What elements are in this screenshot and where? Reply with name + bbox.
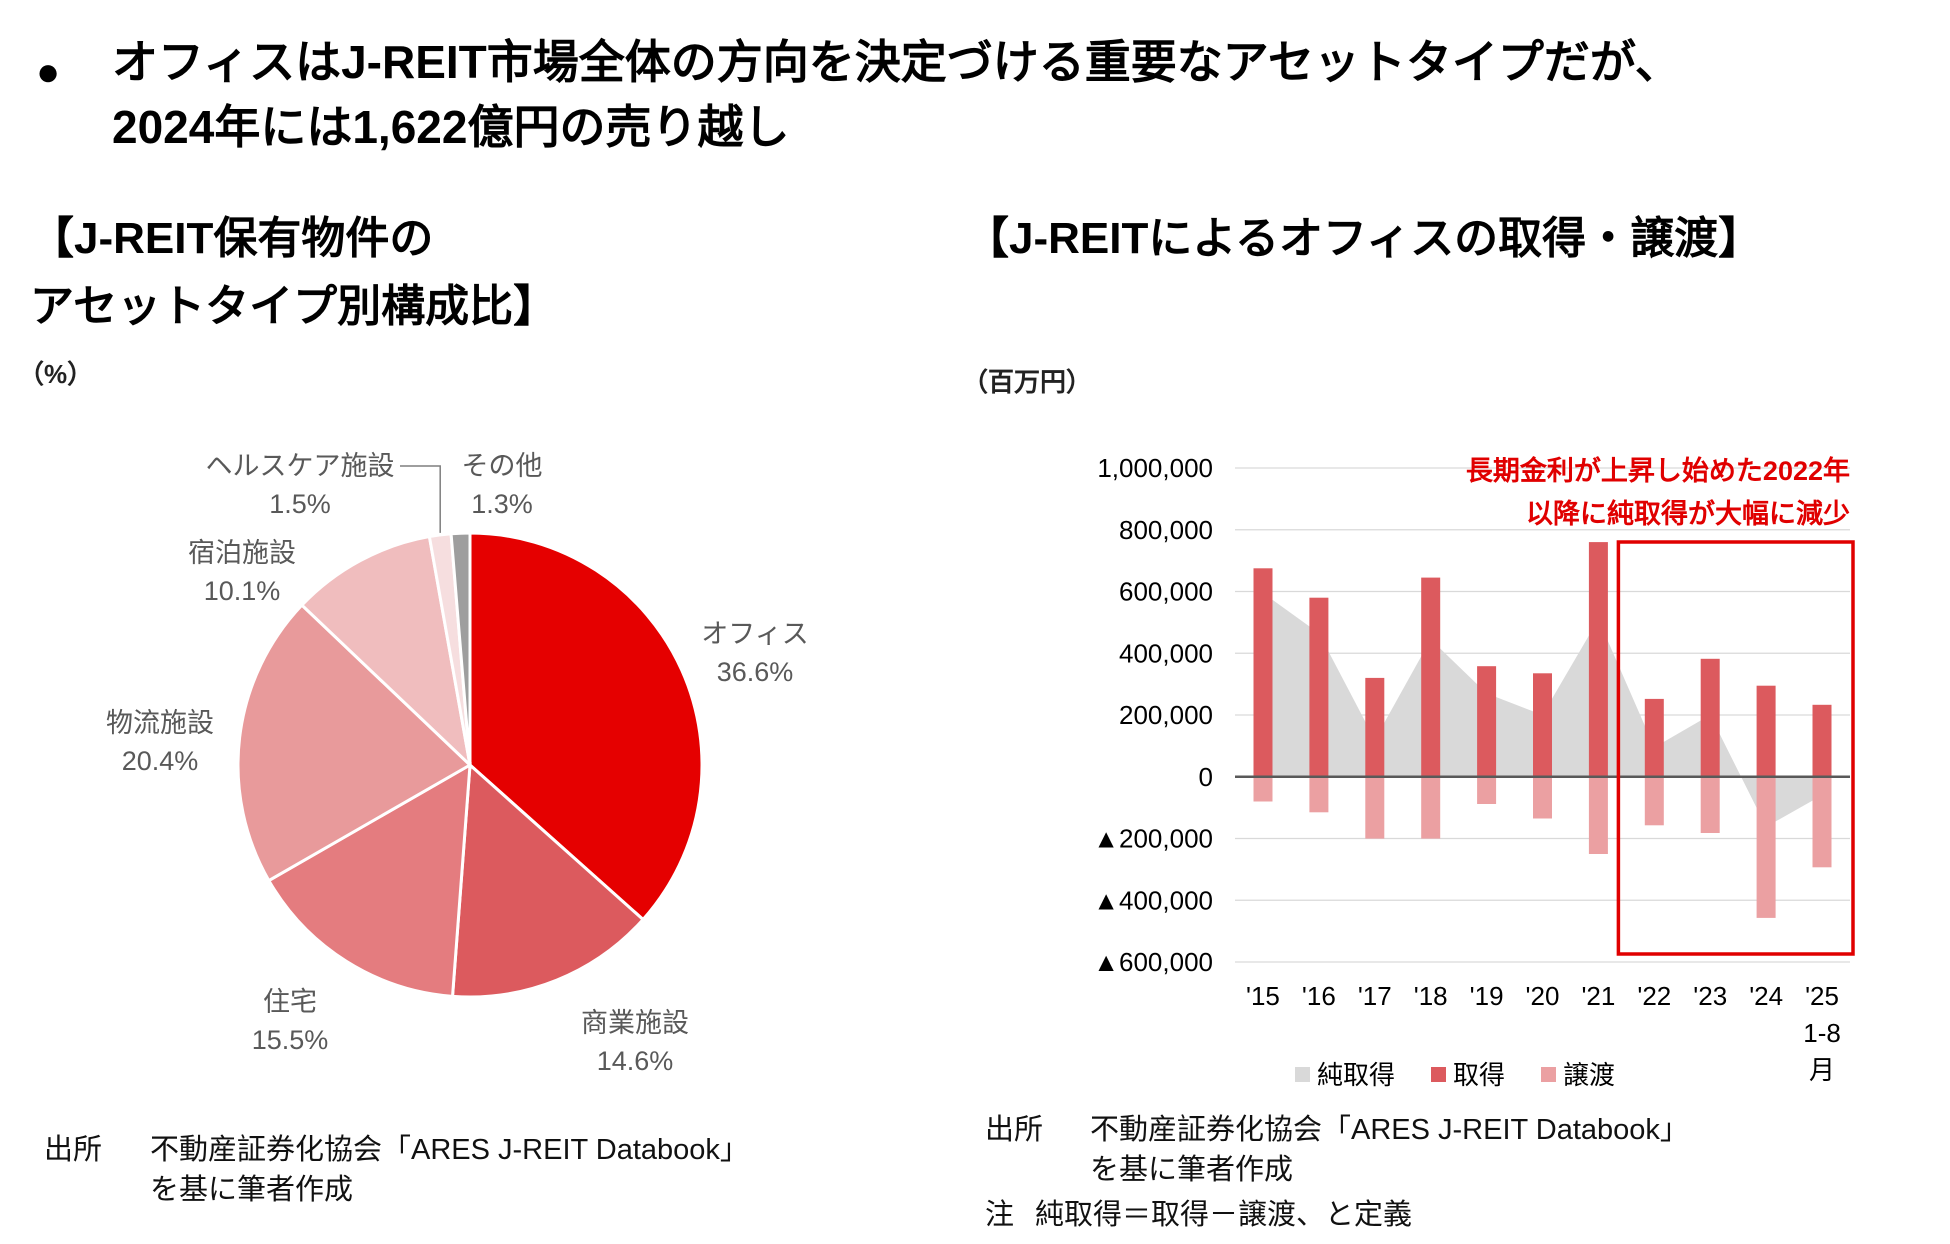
bar-chart-title: 【J-REITによるオフィスの取得・譲渡】 <box>965 214 1763 263</box>
pie-slice-label: 商業施設 <box>581 1008 689 1038</box>
x-tick-label: '22 <box>1637 981 1671 1011</box>
acquisition-bar <box>1365 677 1385 777</box>
x-tick-sublabel: 1-8 <box>1803 1018 1841 1048</box>
acquisition-bar <box>1421 577 1441 777</box>
y-tick-label: ▲600,000 <box>1093 947 1213 977</box>
highlight-box <box>1616 540 1855 956</box>
acquisition-bar <box>1253 568 1273 777</box>
pie-slice <box>266 762 472 998</box>
net-acquisition-area <box>1263 593 1822 827</box>
x-tick-label: '16 <box>1302 981 1336 1011</box>
headline-line-1: オフィスはJ-REIT市場全体の方向を決定づける重要なアセットタイプだが、 <box>112 36 1681 88</box>
pie-chart-unit: （%） <box>18 359 94 389</box>
pie-source-line-1: 不動産証券化協会「ARES J-REIT Databook」 <box>150 1134 749 1166</box>
legend-swatch <box>1295 1067 1310 1082</box>
bullet-icon: ● <box>36 50 61 94</box>
bar-source-label: 出所 <box>985 1114 1044 1146</box>
bar-chart-unit: （百万円） <box>962 367 1093 397</box>
disposal-bar <box>1253 776 1273 802</box>
pie-slice-value: 10.1% <box>204 576 281 606</box>
disposal-bar <box>1812 776 1832 868</box>
disposal-bar <box>1756 776 1776 918</box>
pie-slice-label: オフィス <box>701 619 808 649</box>
pie-slice-value: 20.4% <box>122 746 199 776</box>
x-tick-label: '18 <box>1414 981 1448 1011</box>
disposal-bar <box>1533 776 1552 819</box>
pie-chart-title-line-1: 【J-REIT保有物件の <box>30 214 434 263</box>
pie-slice <box>236 603 473 883</box>
pie-source-line-2: を基に筆者作成 <box>150 1174 354 1206</box>
y-tick-label: 1,000,000 <box>1097 453 1213 483</box>
pie-slice-label: ヘルスケア施設 <box>206 451 395 481</box>
x-tick-sublabel: 月 <box>1809 1055 1835 1085</box>
acquisition-bar <box>1756 685 1776 777</box>
pie-slice <box>299 534 473 770</box>
disposal-bar <box>1421 776 1441 839</box>
y-tick-label: 400,000 <box>1119 638 1213 668</box>
legend-swatch <box>1541 1067 1556 1082</box>
y-tick-label: ▲200,000 <box>1093 824 1213 854</box>
acquisition-bar <box>1700 658 1720 777</box>
y-tick-label: 0 <box>1199 762 1213 792</box>
legend-label: 取得 <box>1453 1060 1505 1090</box>
pie-slice <box>450 761 646 999</box>
annotation-line-1: 長期金利が上昇し始めた2022年 <box>1466 455 1850 486</box>
y-tick-label: 200,000 <box>1119 700 1213 730</box>
pie-slice-value: 1.3% <box>471 489 533 519</box>
y-tick-label: ▲400,000 <box>1093 885 1213 915</box>
pie-slice-value: 36.6% <box>717 657 794 687</box>
disposal-bar <box>1700 776 1720 833</box>
acquisition-bar <box>1309 597 1329 777</box>
pie-slice-value: 1.5% <box>269 489 331 519</box>
x-tick-label: '23 <box>1693 981 1727 1011</box>
x-tick-label: '25 <box>1805 981 1839 1011</box>
pie-slice-label: 宿泊施設 <box>188 538 296 568</box>
disposal-bar <box>1365 776 1385 839</box>
legend-label: 譲渡 <box>1563 1060 1615 1090</box>
x-tick-label: '20 <box>1526 981 1560 1011</box>
note-label: 注 <box>985 1199 1015 1231</box>
acquisition-bar <box>1477 666 1497 777</box>
disposal-bar <box>1309 776 1329 813</box>
note-text: 純取得＝取得－譲渡、と定義 <box>1035 1199 1413 1231</box>
bar-chart: 1,000,000 800,000 600,000 400,000 200,000 0 ▲2… <box>1093 453 1855 1090</box>
pie-slice-value: 14.6% <box>597 1046 674 1076</box>
pie-slice-label: 住宅 <box>263 987 317 1017</box>
disposal-bar <box>1588 776 1608 854</box>
pie-chart: オフィス 36.6% 商業施設 14.6% 住宅 15.5% 物流施設 20.4% 宿泊施設 10… <box>106 451 809 1076</box>
legend-swatch <box>1431 1067 1446 1082</box>
disposal-bar <box>1644 776 1664 826</box>
y-tick-label: 600,000 <box>1119 577 1213 607</box>
pie-slice-label: 物流施設 <box>106 708 214 738</box>
x-tick-label: '21 <box>1581 981 1615 1011</box>
y-tick-label: 800,000 <box>1119 515 1213 545</box>
pie-slice-label: その他 <box>462 451 543 481</box>
legend-label: 純取得 <box>1317 1060 1395 1090</box>
annotation-line-2: 以降に純取得が大幅に減少 <box>1526 498 1850 529</box>
x-tick-label: '17 <box>1358 981 1392 1011</box>
pie-chart-title-line-2: アセットタイプ別構成比】 <box>30 282 558 331</box>
bar-source-line-1: 不動産証券化協会「ARES J-REIT Databook」 <box>1090 1114 1689 1146</box>
disposal-bar <box>1477 776 1497 804</box>
headline-line-2: 2024年には1,622億円の売り越し <box>112 101 790 153</box>
pie-slice <box>468 531 704 922</box>
pie-source-label: 出所 <box>44 1134 103 1166</box>
bar-source-line-2: を基に筆者作成 <box>1090 1154 1294 1186</box>
pie-leader-line <box>400 465 441 533</box>
pie-slice <box>449 531 472 766</box>
x-tick-label: '24 <box>1749 981 1783 1011</box>
x-tick-label: '19 <box>1470 981 1504 1011</box>
acquisition-bar <box>1533 673 1552 777</box>
x-tick-label: '15 <box>1246 981 1280 1011</box>
acquisition-bar <box>1588 542 1608 777</box>
acquisition-bar <box>1812 704 1832 777</box>
pie-slice-value: 15.5% <box>252 1025 329 1055</box>
acquisition-bar <box>1644 698 1664 777</box>
